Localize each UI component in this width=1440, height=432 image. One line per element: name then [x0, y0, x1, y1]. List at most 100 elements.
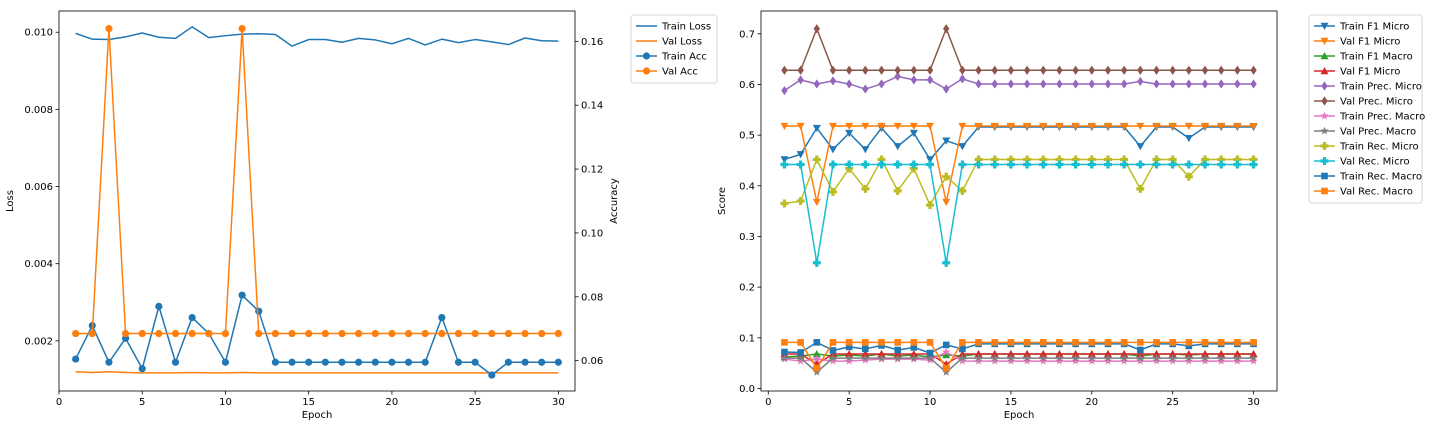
data-point: [1233, 155, 1242, 164]
y-tick-label: 0.5: [739, 131, 755, 142]
data-point: [438, 329, 446, 338]
data-point: [781, 348, 788, 356]
data-point: [975, 79, 982, 89]
data-point: [942, 198, 951, 207]
data-point: [1087, 122, 1096, 131]
data-point: [942, 341, 950, 349]
data-point: [959, 74, 966, 84]
y-tick-label: 0.002: [24, 336, 53, 347]
data-point: [829, 76, 837, 86]
data-point: [404, 329, 413, 338]
data-point: [1136, 356, 1145, 365]
data-point: [504, 358, 513, 366]
data-point: [975, 339, 982, 346]
data-point: [1103, 122, 1112, 131]
data-point: [893, 186, 902, 195]
data-point: [958, 356, 967, 365]
data-point: [925, 353, 935, 362]
data-point: [1055, 353, 1064, 362]
x-tick-label: 5: [139, 397, 145, 408]
data-point: [780, 199, 789, 208]
data-point: [1233, 122, 1242, 131]
data-point: [797, 65, 804, 75]
data-point: [1152, 356, 1161, 365]
x-tick-label: 10: [219, 397, 232, 408]
data-point: [1040, 65, 1047, 75]
data-point: [355, 329, 363, 338]
data-point: [1088, 339, 1096, 346]
data-point: [845, 122, 854, 131]
data-point: [861, 122, 870, 131]
legend-label: Val Rec. Micro: [1340, 157, 1410, 168]
data-point: [1103, 350, 1112, 358]
data-point: [1200, 353, 1210, 362]
legend-marker: [642, 67, 651, 75]
data-point: [554, 329, 562, 338]
data-point: [1249, 155, 1258, 164]
legend-entry: Train Prec. Macro: [1314, 112, 1425, 123]
y-tick-label: 0.006: [24, 182, 53, 193]
data-point: [812, 155, 821, 164]
data-point: [1039, 155, 1048, 164]
data-point: [990, 155, 999, 164]
y-tick-label: 0.0: [739, 384, 755, 395]
series-markers-0: [780, 123, 1258, 164]
data-point: [1249, 356, 1258, 365]
data-point: [1071, 160, 1080, 169]
series-line-10: [784, 341, 1254, 354]
data-point: [893, 353, 902, 362]
data-point: [780, 156, 789, 164]
data-point: [271, 329, 279, 338]
data-point: [1087, 350, 1096, 358]
data-point: [1169, 65, 1176, 75]
data-point: [893, 143, 902, 151]
legend-label: Val Acc: [662, 67, 698, 78]
data-point: [812, 367, 821, 376]
data-point: [862, 84, 869, 94]
data-point: [105, 24, 113, 33]
data-point: [845, 350, 854, 358]
data-point: [1055, 350, 1064, 358]
series-markers-9: [780, 160, 1258, 267]
data-point: [1088, 79, 1095, 89]
legend-label: Val Prec. Macro: [1340, 127, 1416, 138]
series-line-3: [75, 27, 559, 335]
data-point: [1184, 134, 1193, 143]
data-point: [1071, 350, 1080, 358]
y-tick-label: 0.010: [24, 28, 53, 39]
y-tick-label: 0.3: [739, 232, 755, 243]
data-point: [1201, 65, 1209, 75]
data-point: [1168, 353, 1177, 362]
data-point: [72, 355, 80, 363]
data-point: [796, 197, 805, 205]
data-point: [1006, 350, 1015, 358]
data-point: [1072, 79, 1079, 89]
data-point: [1184, 122, 1193, 131]
data-point: [1088, 65, 1095, 75]
data-point: [829, 339, 837, 346]
data-point: [1201, 160, 1210, 169]
x-tick-label: 10: [924, 397, 937, 408]
data-point: [1071, 353, 1080, 362]
data-point: [974, 155, 983, 164]
data-point: [271, 358, 279, 366]
data-point: [1234, 339, 1241, 346]
data-point: [188, 313, 196, 322]
series-markers-11: [781, 339, 1257, 372]
legend-entry: Val Prec. Macro: [1314, 127, 1416, 138]
data-point: [877, 350, 886, 358]
data-point: [538, 358, 546, 366]
data-point: [1055, 122, 1064, 131]
data-point: [942, 367, 951, 376]
data-point: [1056, 79, 1063, 89]
legend-entry: Val F1 Micro: [1314, 67, 1400, 78]
data-point: [1185, 65, 1193, 75]
data-point: [958, 143, 967, 151]
legend-marker: [1320, 142, 1329, 150]
data-point: [878, 339, 885, 346]
legend-marker: [1321, 81, 1328, 91]
data-point: [942, 351, 951, 359]
data-point: [926, 122, 935, 131]
data-point: [909, 122, 918, 131]
data-point: [1039, 353, 1048, 362]
